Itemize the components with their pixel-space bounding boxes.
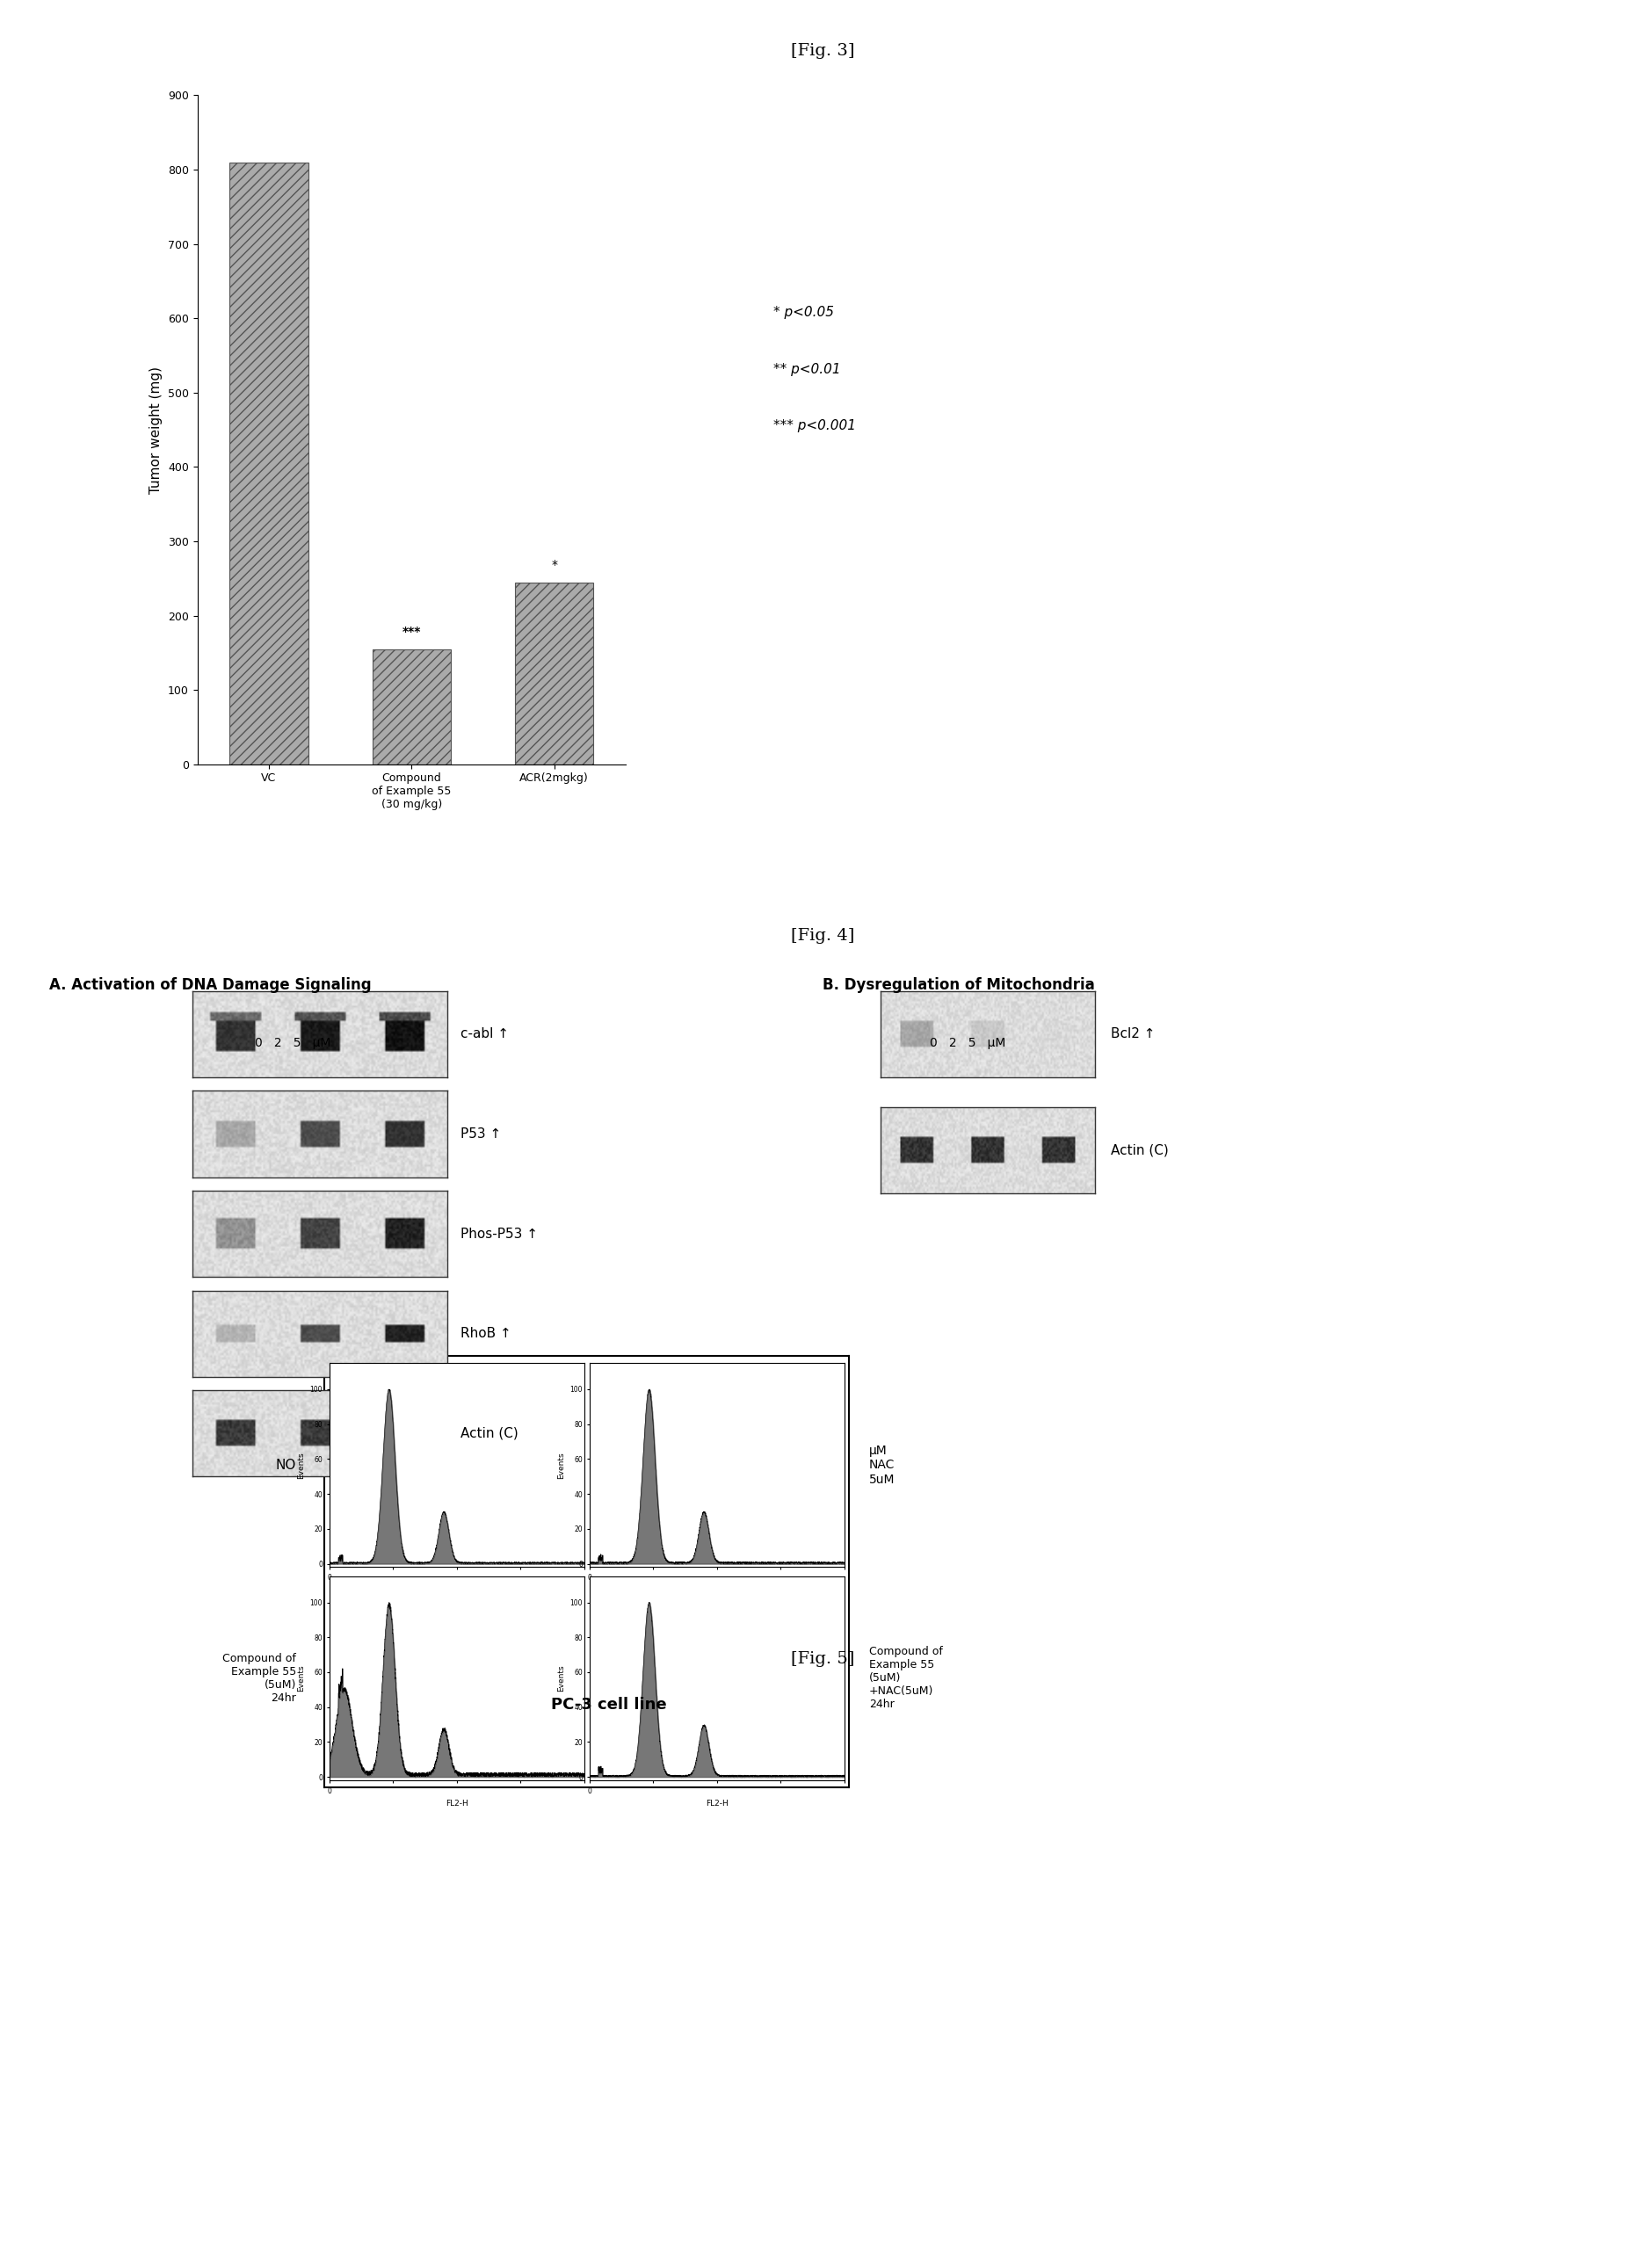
Text: [Fig. 3]: [Fig. 3] — [792, 43, 854, 59]
Text: B. Dysregulation of Mitochondria: B. Dysregulation of Mitochondria — [823, 978, 1095, 993]
Text: PC-3 cell line: PC-3 cell line — [551, 1696, 667, 1712]
Text: [Fig. 4]: [Fig. 4] — [792, 928, 854, 943]
Text: P53 ↑: P53 ↑ — [461, 1127, 502, 1141]
Text: RhoB ↑: RhoB ↑ — [461, 1327, 512, 1340]
Text: Compound of
Example 55
(5uM)
24hr: Compound of Example 55 (5uM) 24hr — [222, 1653, 296, 1703]
Bar — [515, 583, 593, 764]
Text: Actin (C): Actin (C) — [461, 1427, 518, 1440]
Bar — [229, 163, 308, 764]
Text: ***: *** — [402, 626, 421, 637]
Text: *** p<0.001: *** p<0.001 — [774, 420, 856, 433]
Text: Bcl2 ↑: Bcl2 ↑ — [1111, 1027, 1155, 1041]
Text: μM
NAC
5uM: μM NAC 5uM — [869, 1445, 895, 1486]
X-axis label: FL2-H: FL2-H — [446, 1801, 467, 1808]
Y-axis label: Events: Events — [296, 1452, 305, 1479]
Text: NO: NO — [277, 1458, 296, 1472]
Y-axis label: Tumor weight (mg): Tumor weight (mg) — [150, 365, 163, 494]
Bar — [372, 649, 451, 764]
Y-axis label: Events: Events — [556, 1665, 565, 1692]
Text: Phos-P53 ↑: Phos-P53 ↑ — [461, 1227, 538, 1241]
X-axis label: FL2-H: FL2-H — [446, 1588, 467, 1594]
X-axis label: FL2-H: FL2-H — [706, 1801, 728, 1808]
Text: 0   2   5   μM: 0 2 5 μM — [255, 1036, 331, 1048]
X-axis label: FL2-H: FL2-H — [706, 1588, 728, 1594]
Text: *: * — [551, 558, 558, 572]
Text: 0   2   5   μM: 0 2 5 μM — [930, 1036, 1006, 1048]
Text: Actin (C): Actin (C) — [1111, 1143, 1169, 1157]
Text: * p<0.05: * p<0.05 — [774, 306, 835, 320]
Text: Compound of
Example 55
(5uM)
+NAC(5uM)
24hr: Compound of Example 55 (5uM) +NAC(5uM) 2… — [869, 1647, 943, 1710]
Y-axis label: Events: Events — [556, 1452, 565, 1479]
Text: A. Activation of DNA Damage Signaling: A. Activation of DNA Damage Signaling — [49, 978, 372, 993]
Text: [Fig. 5]: [Fig. 5] — [792, 1651, 854, 1667]
Y-axis label: Events: Events — [296, 1665, 305, 1692]
Text: c-abl ↑: c-abl ↑ — [461, 1027, 509, 1041]
Text: ** p<0.01: ** p<0.01 — [774, 363, 841, 376]
